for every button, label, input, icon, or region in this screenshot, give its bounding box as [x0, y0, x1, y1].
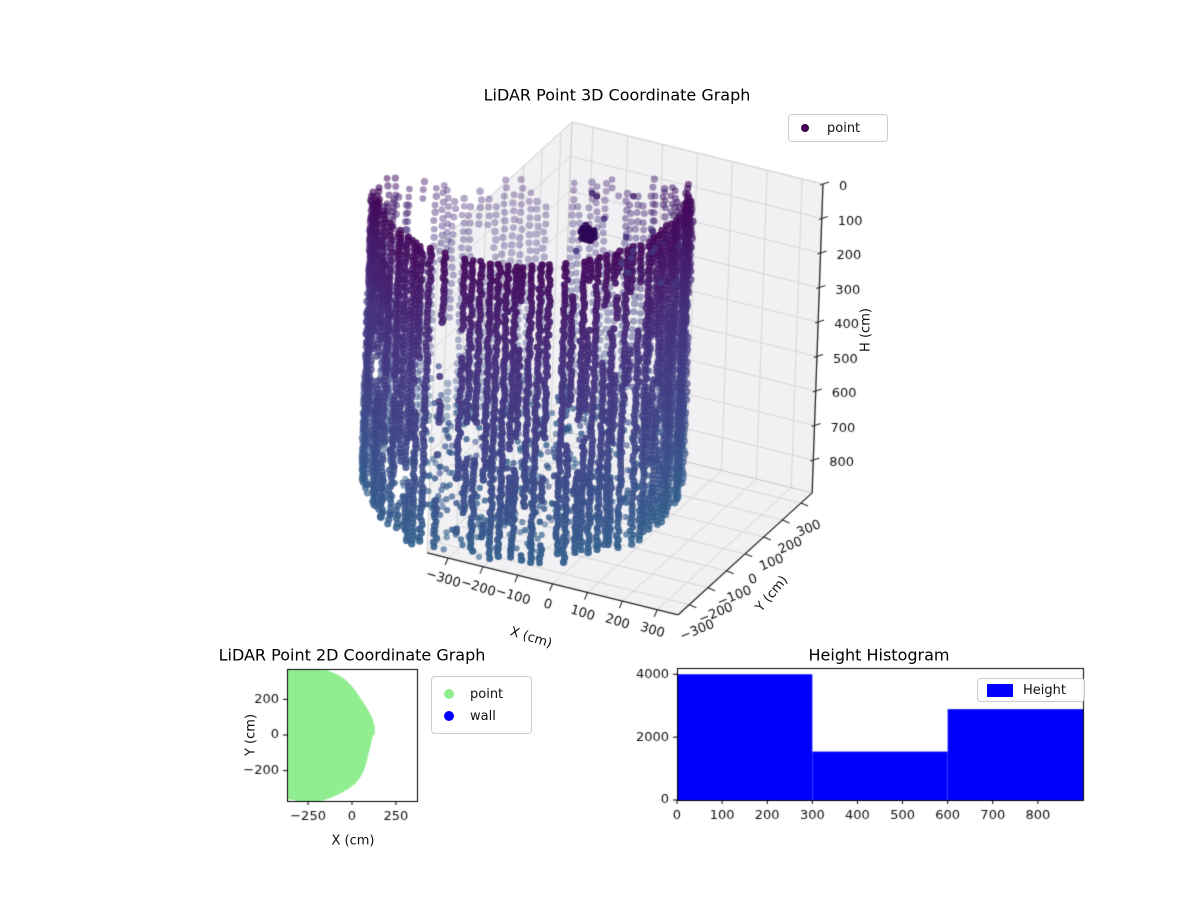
legend-label: point: [470, 686, 504, 702]
point-marker-icon: [444, 689, 454, 699]
legend-label: Height: [1023, 682, 1066, 698]
hist-title: Height Histogram: [808, 645, 950, 665]
height-swatch-icon: [987, 683, 1013, 697]
legend-label: point: [827, 120, 861, 136]
plot2d-xaxis-label: X (cm): [331, 833, 375, 849]
hist-legend: Height: [977, 678, 1085, 702]
legend-item-wall: wall: [444, 709, 531, 724]
point-marker-icon: [801, 124, 809, 132]
legend-label: wall: [470, 708, 496, 724]
plot2d-title: LiDAR Point 2D Coordinate Graph: [218, 645, 486, 665]
plot3d-title: LiDAR Point 3D Coordinate Graph: [483, 85, 751, 105]
plot3d-legend: point: [788, 114, 888, 142]
legend-item-point3d: point: [801, 121, 887, 136]
legend-item-point2d: point: [444, 687, 531, 702]
wall-marker-icon: [444, 711, 454, 721]
legend-item-height: Height: [987, 683, 1084, 698]
plot3d-haxis-label: H (cm): [858, 308, 874, 352]
plot2d-yaxis-label: Y (cm): [243, 713, 259, 757]
plot2d-legend: point wall: [431, 676, 532, 734]
